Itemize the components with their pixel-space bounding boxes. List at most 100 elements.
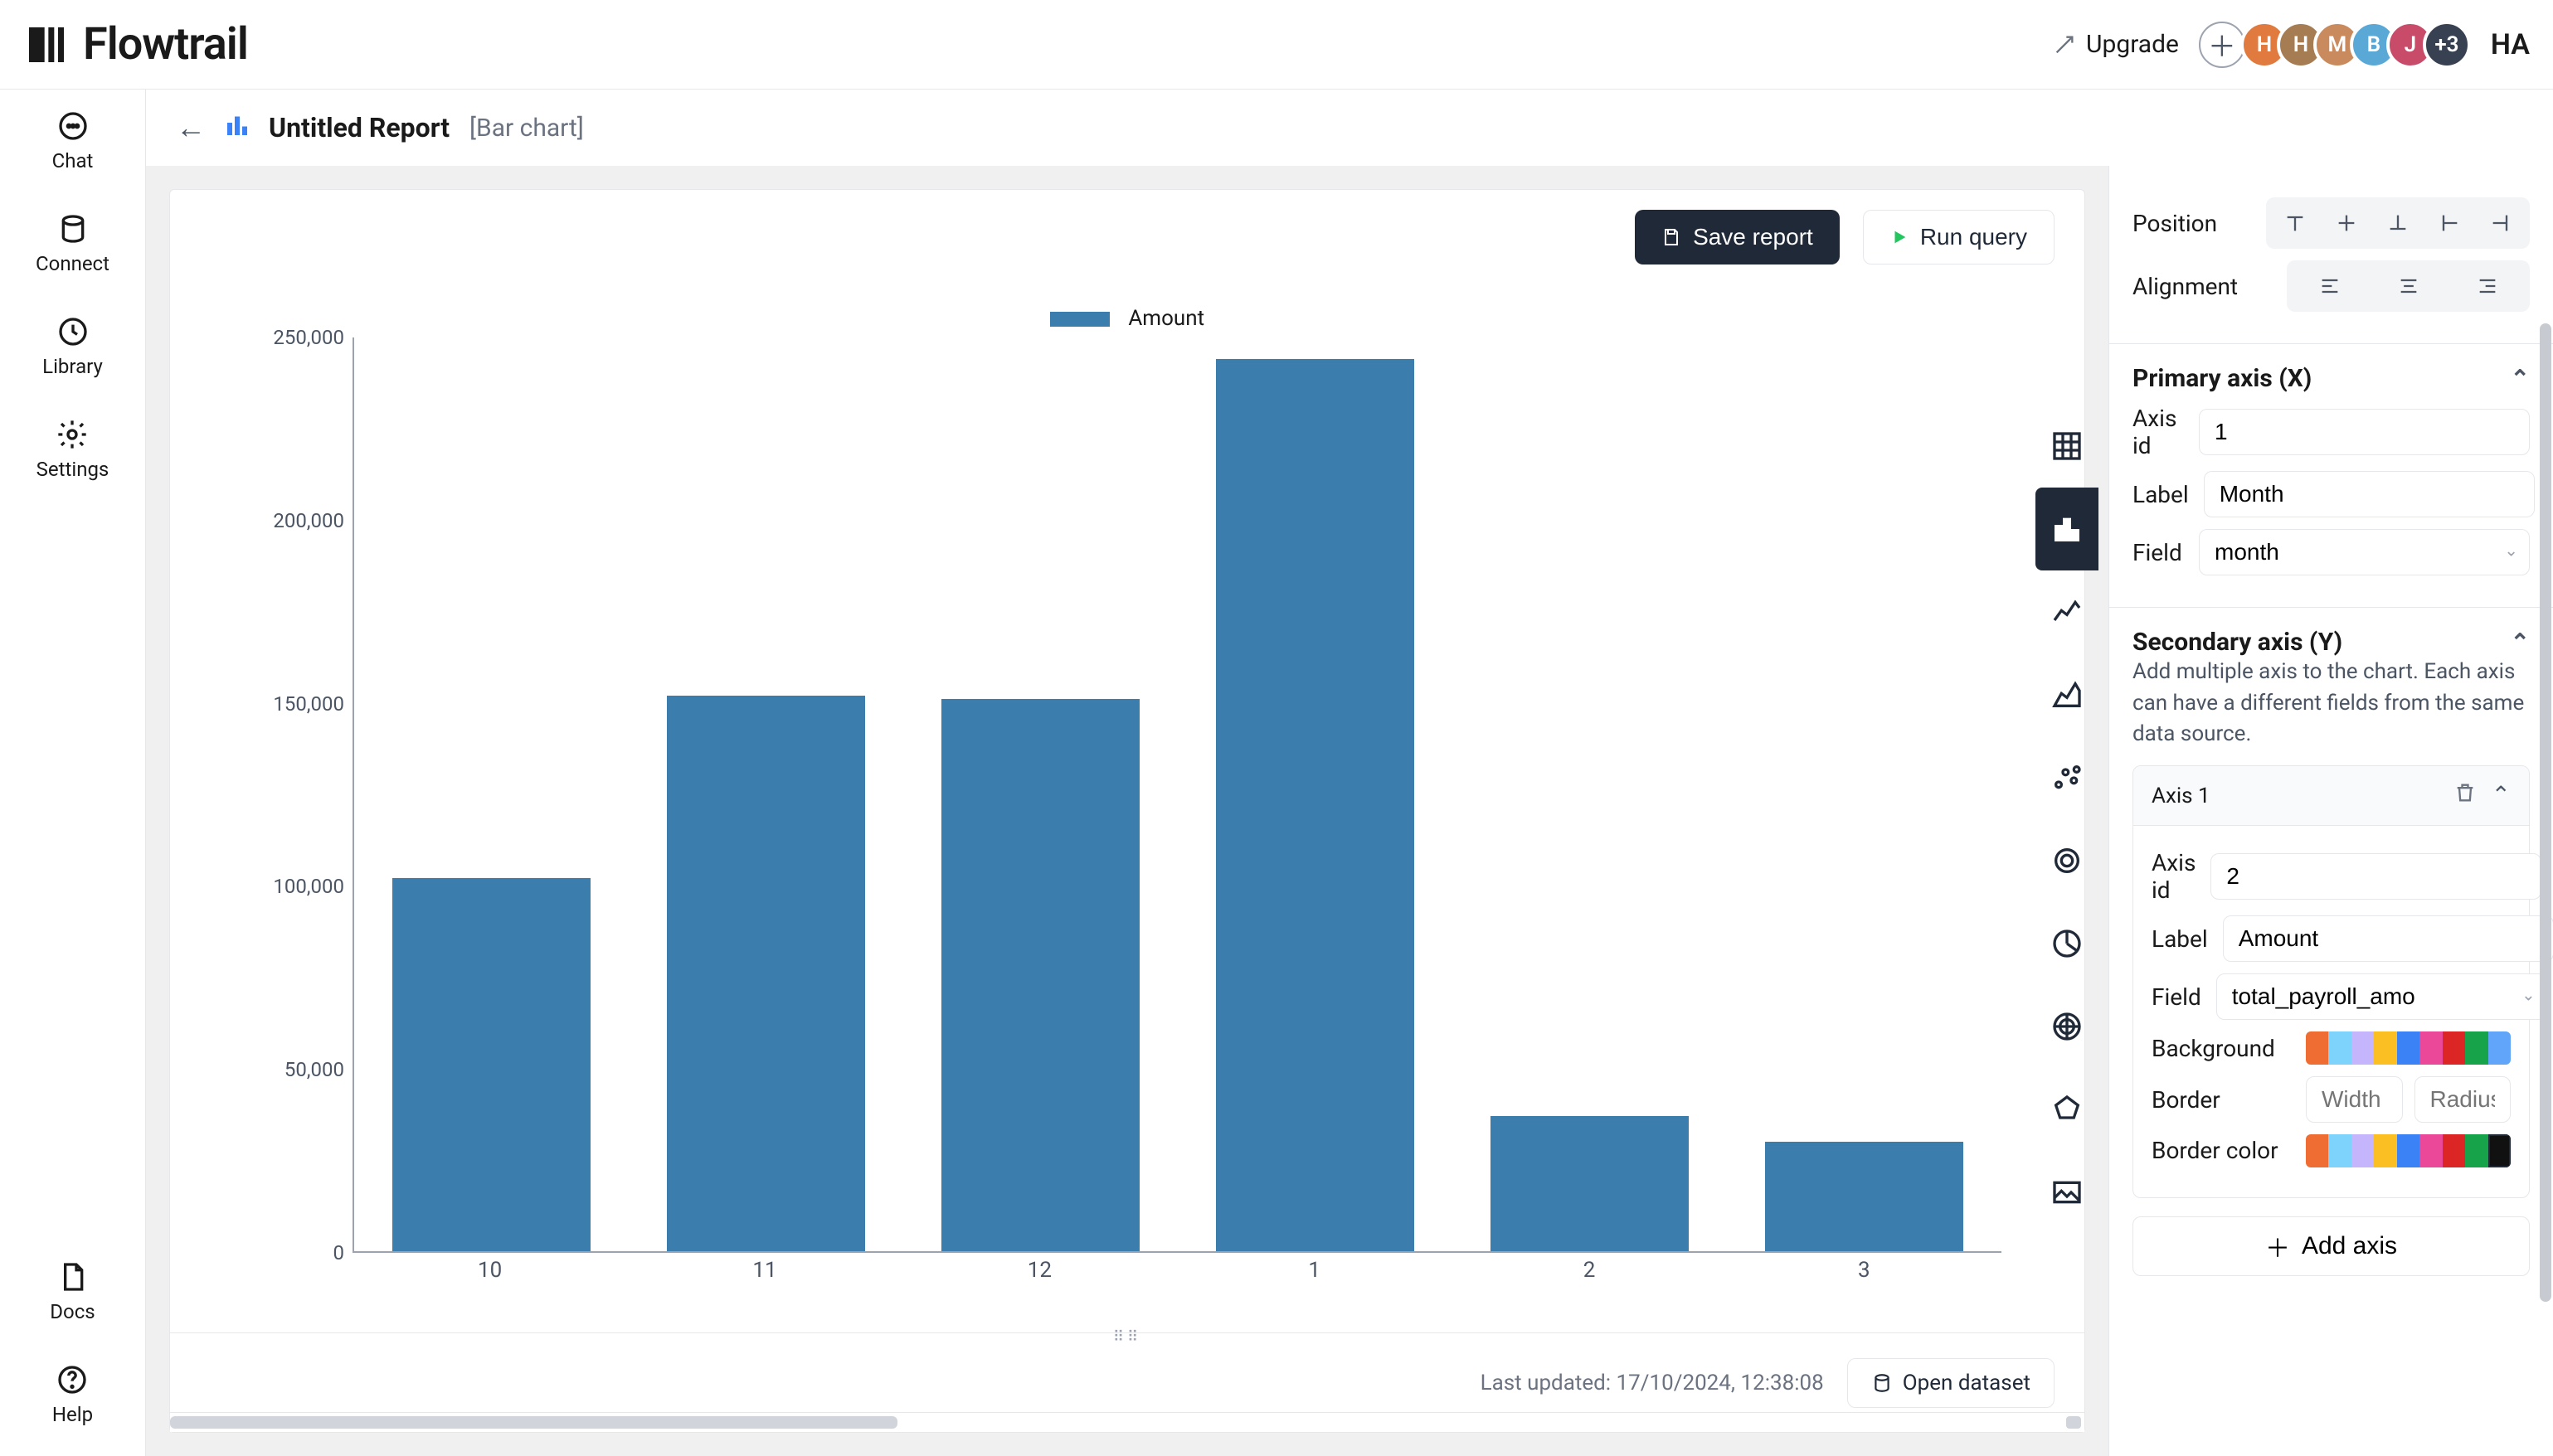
color-swatch[interactable] — [2374, 1134, 2396, 1167]
chart-type-polar[interactable] — [2035, 985, 2098, 1068]
color-swatch[interactable] — [2351, 1134, 2374, 1167]
add-button[interactable]: ＋ — [2199, 22, 2245, 68]
primary-field-select[interactable] — [2199, 529, 2530, 575]
resize-handle[interactable]: ⠿⠿ — [1113, 1328, 1141, 1346]
bar-chart: 050,000100,000150,000200,000250,000 1011… — [220, 337, 2035, 1289]
color-swatch[interactable] — [2488, 1134, 2511, 1167]
chart-type-bar[interactable] — [2035, 488, 2098, 570]
nav-docs-label: Docs — [50, 1300, 95, 1323]
border-color-swatches[interactable] — [2306, 1134, 2511, 1167]
current-user[interactable]: HA — [2491, 28, 2530, 61]
pos-right[interactable] — [2477, 202, 2525, 244]
chevron-up-icon[interactable]: ⌃ — [2492, 781, 2511, 810]
nav-connect-label: Connect — [36, 252, 109, 275]
color-swatch[interactable] — [2397, 1031, 2419, 1065]
axis1-field-select[interactable] — [2216, 973, 2547, 1020]
save-report-button[interactable]: Save report — [1635, 210, 1840, 265]
color-swatch[interactable] — [2328, 1031, 2351, 1065]
color-swatch[interactable] — [2488, 1031, 2511, 1065]
chart-type-line[interactable] — [2035, 570, 2098, 653]
axis-1-title: Axis 1 — [2152, 784, 2210, 808]
run-query-button[interactable]: Run query — [1863, 210, 2055, 265]
chart-type-donut[interactable] — [2035, 819, 2098, 902]
chart-type-image[interactable] — [2035, 1151, 2098, 1234]
color-swatch[interactable] — [2306, 1134, 2328, 1167]
axis1-bordercolor-label: Border color — [2152, 1137, 2291, 1165]
chart-type-rail — [2035, 166, 2108, 1234]
border-width-input[interactable] — [2306, 1076, 2403, 1123]
primary-axisid-input[interactable] — [2199, 409, 2530, 455]
nav-settings[interactable]: Settings — [36, 418, 109, 481]
avatar-stack[interactable]: HHMBJ+3 — [2252, 21, 2471, 69]
pos-top[interactable] — [2271, 202, 2319, 244]
bar[interactable] — [941, 699, 1139, 1251]
axis1-axisid-input[interactable] — [2210, 853, 2541, 900]
chart-type-table[interactable] — [2035, 405, 2098, 488]
color-swatch[interactable] — [2419, 1134, 2442, 1167]
trash-icon — [2453, 781, 2477, 804]
pos-bottom[interactable] — [2374, 202, 2422, 244]
nav-chat[interactable]: Chat — [52, 109, 94, 172]
color-swatch[interactable] — [2443, 1031, 2465, 1065]
color-swatch[interactable] — [2328, 1134, 2351, 1167]
y-axis: 050,000100,000150,000200,000250,000 — [220, 337, 344, 1253]
bar[interactable] — [1765, 1142, 1962, 1251]
bar[interactable] — [392, 878, 590, 1251]
primary-axis-toggle[interactable]: Primary axis (X) ⌃ — [2132, 364, 2530, 393]
y-tick: 150,000 — [273, 692, 344, 716]
color-swatch[interactable] — [2465, 1134, 2487, 1167]
color-swatch[interactable] — [2306, 1031, 2328, 1065]
bar[interactable] — [667, 696, 864, 1251]
bar[interactable] — [1490, 1116, 1688, 1251]
app-logo[interactable]: Flowtrail — [23, 18, 248, 70]
align-right[interactable] — [2449, 265, 2525, 307]
scroll-end[interactable] — [2066, 1416, 2081, 1429]
report-header: ← Untitled Report [Bar chart] — [146, 90, 2553, 166]
delete-axis-button[interactable] — [2453, 781, 2477, 810]
add-axis-button[interactable]: ＋ Add axis — [2132, 1216, 2530, 1276]
nav-settings-label: Settings — [36, 458, 109, 481]
panel-scroll-thumb[interactable] — [2540, 323, 2551, 1302]
color-swatch[interactable] — [2397, 1134, 2419, 1167]
y-tick: 250,000 — [273, 326, 344, 349]
nav-connect[interactable]: Connect — [36, 212, 109, 275]
nav-docs[interactable]: Docs — [50, 1260, 95, 1323]
upgrade-link[interactable]: Upgrade — [2053, 30, 2179, 59]
open-dataset-button[interactable]: Open dataset — [1847, 1358, 2055, 1408]
secondary-axis-toggle[interactable]: Secondary axis (Y) ⌃ — [2132, 628, 2530, 657]
background-swatches[interactable] — [2306, 1031, 2511, 1065]
nav-library[interactable]: Library — [42, 315, 103, 378]
x-tick: 2 — [1583, 1258, 1596, 1283]
color-swatch[interactable] — [2443, 1134, 2465, 1167]
chart-type-area[interactable] — [2035, 653, 2098, 736]
color-swatch[interactable] — [2465, 1031, 2487, 1065]
align-left[interactable] — [2292, 265, 2367, 307]
primary-label-input[interactable] — [2204, 471, 2535, 517]
bar[interactable] — [1216, 359, 1413, 1251]
pos-left[interactable] — [2425, 202, 2473, 244]
nav-help[interactable]: Help — [52, 1363, 93, 1426]
chart-type-radar[interactable] — [2035, 1068, 2098, 1151]
logo-icon — [23, 22, 70, 68]
color-swatch[interactable] — [2419, 1031, 2442, 1065]
color-swatch[interactable] — [2351, 1031, 2374, 1065]
x-axis: 101112123 — [353, 1253, 2001, 1289]
chart-type-scatter[interactable] — [2035, 736, 2098, 819]
docs-icon — [56, 1260, 89, 1293]
canvas-toolbar: Save report Run query — [1635, 210, 2055, 265]
report-title[interactable]: Untitled Report — [269, 112, 450, 143]
border-radius-input[interactable] — [2414, 1076, 2512, 1123]
axis1-label-input[interactable] — [2223, 915, 2553, 962]
pos-middle[interactable] — [2322, 202, 2371, 244]
color-swatch[interactable] — [2374, 1031, 2396, 1065]
scroll-thumb[interactable] — [170, 1416, 897, 1429]
chart-type-pie[interactable] — [2035, 902, 2098, 985]
align-center[interactable] — [2371, 265, 2446, 307]
axis1-axisid-label: Axis id — [2152, 849, 2196, 904]
horizontal-scrollbar[interactable] — [170, 1412, 2084, 1432]
back-button[interactable]: ← — [176, 110, 206, 145]
primary-axis-section: Primary axis (X) ⌃ Axis id Label Field — [2109, 344, 2553, 608]
panel-scrollbar[interactable] — [2536, 166, 2551, 1456]
topbar: Flowtrail Upgrade ＋ HHMBJ+3 HA — [0, 0, 2553, 90]
avatar-more[interactable]: +3 — [2423, 21, 2471, 69]
